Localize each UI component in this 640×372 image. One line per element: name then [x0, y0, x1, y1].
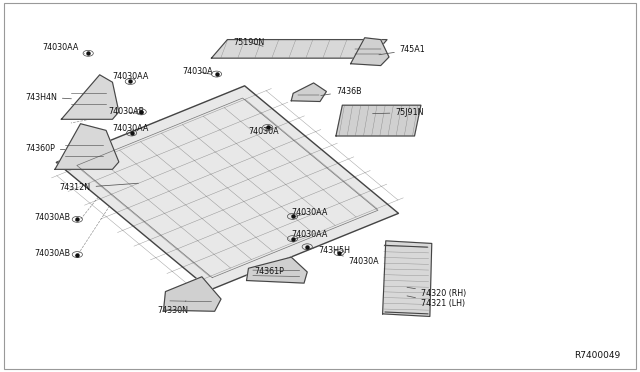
Text: 7436B: 7436B: [321, 87, 362, 96]
Text: 74360P: 74360P: [25, 144, 65, 153]
Text: 743H5H: 743H5H: [308, 246, 351, 255]
Polygon shape: [351, 38, 389, 65]
Polygon shape: [246, 257, 307, 283]
Text: 74030AB: 74030AB: [34, 249, 76, 258]
Polygon shape: [336, 105, 421, 136]
Text: 74030AA: 74030AA: [113, 124, 149, 133]
Text: 74030AA: 74030AA: [291, 230, 328, 240]
Text: 74361P: 74361P: [255, 267, 285, 276]
Text: 75190N: 75190N: [234, 38, 265, 47]
Text: 74030AA: 74030AA: [42, 42, 84, 54]
Text: 74030AB: 74030AB: [34, 213, 76, 222]
Polygon shape: [211, 39, 387, 58]
Text: 745A1: 745A1: [379, 45, 426, 55]
Text: 74312N: 74312N: [60, 183, 138, 192]
Polygon shape: [291, 83, 326, 102]
Text: 74030A: 74030A: [248, 126, 279, 136]
Polygon shape: [61, 75, 119, 119]
Text: 74030AA: 74030AA: [113, 72, 149, 84]
Text: 74030A: 74030A: [182, 67, 213, 76]
Text: 74030AB: 74030AB: [108, 108, 144, 116]
Text: 74321 (LH): 74321 (LH): [407, 296, 465, 308]
Polygon shape: [164, 277, 221, 311]
Text: 74330N: 74330N: [157, 301, 188, 315]
Text: R7400049: R7400049: [574, 351, 620, 360]
Text: 74320 (RH): 74320 (RH): [407, 287, 466, 298]
Text: 74030A: 74030A: [340, 255, 380, 266]
Text: 74030AA: 74030AA: [291, 208, 328, 217]
Polygon shape: [383, 241, 432, 317]
Text: 75J91N: 75J91N: [372, 108, 424, 117]
Polygon shape: [55, 124, 119, 169]
Polygon shape: [56, 86, 399, 290]
Text: 743H4N: 743H4N: [25, 93, 72, 102]
